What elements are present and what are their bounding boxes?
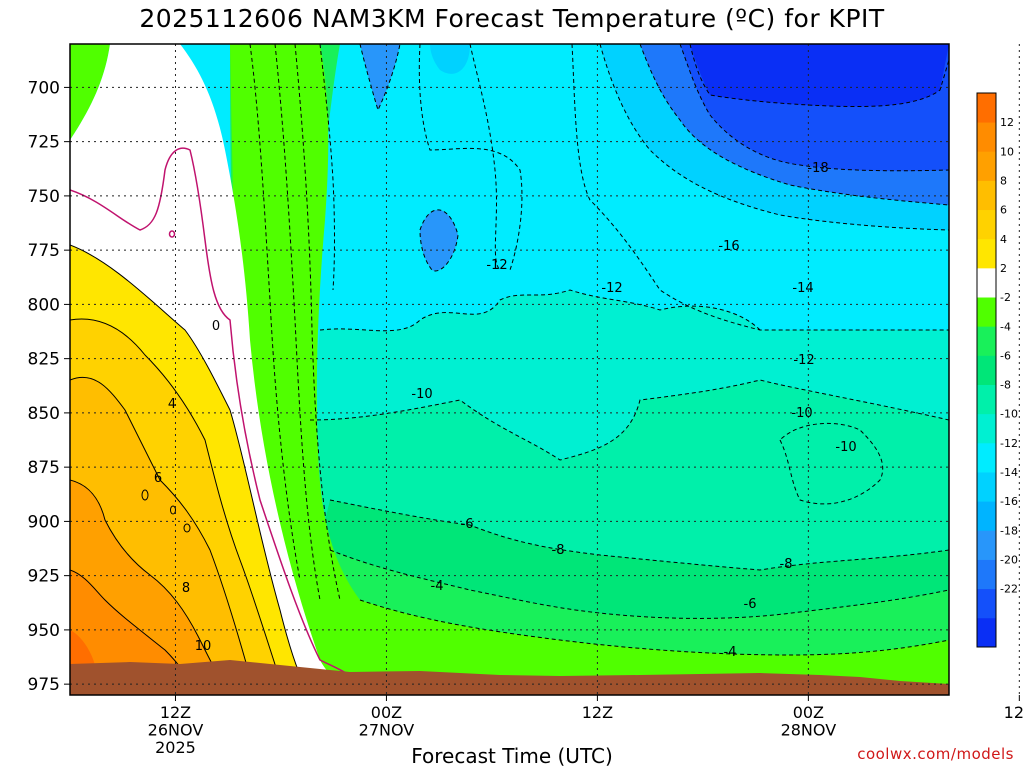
colorbar-swatch [977, 617, 996, 648]
contour-label: 6 [154, 471, 162, 486]
colorbar-swatch [977, 413, 996, 444]
colorbar-frame [976, 92, 997, 648]
x-tick-label: 26NOV [148, 721, 204, 740]
colorbar-swatch [977, 151, 996, 181]
x-axis-label: Forecast Time (UTC) [411, 744, 613, 768]
colorbar-swatch [977, 355, 996, 385]
y-tick-label: 700 [28, 78, 60, 98]
colorbar-label: 6 [1000, 204, 1007, 217]
contour-label: 0 [212, 319, 220, 334]
y-tick-label: 900 [28, 512, 60, 532]
colorbar-swatch [977, 122, 996, 152]
field-band-minus20 [690, 44, 949, 107]
x-tick-label: 28NOV [781, 721, 837, 740]
contour-label: -6 [744, 597, 757, 612]
x-tick-label: 12Z [160, 703, 191, 722]
y-tick-label: 825 [28, 350, 60, 370]
y-tick-label: 950 [28, 621, 60, 641]
x-tick-label: 12Z [1004, 703, 1024, 722]
contour-label: 10 [195, 639, 212, 654]
chart-title: 2025112606 NAM3KM Forecast Temperature (… [139, 4, 885, 33]
x-tick-label: 00Z [793, 703, 824, 722]
x-tick-label: 2025 [155, 738, 196, 757]
contour-label: -14 [792, 281, 813, 296]
colorbar-label: -2 [1000, 291, 1011, 304]
colorbar-swatch [977, 384, 996, 415]
credit-link[interactable]: coolwx.com/models [857, 745, 1014, 763]
colorbar-swatch [977, 530, 996, 560]
contour-lines-warm [70, 244, 311, 695]
contour-label: -12 [601, 281, 622, 296]
contour-labels: -18 -16 -14 -12 -12 -12 -10 -10 -10 -8 -8 -6 -6 -4 -4 0… [154, 161, 857, 660]
y-tick-label: 775 [28, 241, 60, 261]
contour-label: -10 [835, 440, 856, 455]
colorbar: 12 10 8 6 4 2 -2 -4 -6 -8 -10 -12 -14 -16 -18 -20 -22 [976, 92, 1018, 648]
colorbar-swatch [977, 588, 996, 619]
colorbar-swatch [977, 93, 996, 123]
colorbar-swatch [977, 326, 996, 356]
y-tick-label: 975 [28, 675, 60, 695]
colorbar-swatch [977, 442, 996, 473]
x-tick-label: 27NOV [359, 721, 415, 740]
contour-label: 8 [182, 581, 190, 596]
colorbar-swatch [977, 180, 996, 211]
y-tick-label: 850 [28, 404, 60, 424]
contour-label: -12 [793, 353, 814, 368]
colorbar-swatch [977, 267, 996, 298]
contour-label: -4 [431, 579, 444, 594]
colorbar-label: 8 [1000, 174, 1007, 187]
colorbar-swatch [977, 472, 996, 502]
y-tick-label: 925 [28, 567, 60, 587]
field-patch-cold-b [420, 209, 458, 271]
colorbar-label: 2 [1000, 262, 1007, 275]
colorbar-label: -22 [1000, 583, 1018, 596]
colorbar-label: -12 [1000, 437, 1018, 450]
colorbar-label: -6 [1000, 349, 1011, 362]
colorbar-label: -14 [1000, 466, 1018, 479]
colorbar-label: -10 [1000, 408, 1018, 421]
field-patch-cold-a [360, 44, 400, 110]
colorbar-label: -8 [1000, 379, 1011, 392]
colorbar-label: 10 [1000, 145, 1014, 158]
contour-label: -18 [807, 161, 828, 176]
y-tick-label: 725 [28, 133, 60, 153]
colorbar-label: -4 [1000, 320, 1011, 333]
colorbar-swatch [977, 297, 996, 327]
y-tick-label: 875 [28, 458, 60, 478]
plot-frame [69, 43, 950, 696]
grid-lines [70, 44, 1020, 695]
contour-label: -12 [486, 258, 507, 273]
contour-lines-dashed [249, 44, 949, 656]
contour-label: -16 [718, 239, 739, 254]
x-axis: 12Z26NOV202500Z27NOV12Z00Z28NOV12Z [148, 695, 1024, 757]
colorbar-swatch [977, 559, 996, 590]
colorbar-label: 12 [1000, 116, 1014, 129]
colorbar-label: 4 [1000, 233, 1007, 246]
contour-label: -8 [552, 543, 565, 558]
x-tick-label: 00Z [371, 703, 402, 722]
contour-label: -10 [791, 406, 812, 421]
field-patch-cool-top [70, 44, 110, 140]
colorbar-swatch [977, 501, 996, 531]
x-tick-label: 12Z [582, 703, 613, 722]
y-axis: 700 725 750 775 800 825 850 875 900 925 950 975 [28, 78, 70, 695]
field-patch-cold-c [430, 44, 470, 74]
colorbar-swatch [977, 238, 996, 269]
colorbar-label: -20 [1000, 554, 1018, 567]
ground-terrain [70, 660, 949, 695]
contour-label: -6 [461, 517, 474, 532]
y-tick-label: 800 [28, 295, 60, 315]
colorbar-label: -18 [1000, 524, 1018, 537]
contour-label: -10 [411, 387, 432, 402]
colorbar-swatch [977, 209, 996, 240]
contour-label: 4 [168, 397, 176, 412]
temperature-field [70, 44, 949, 695]
colorbar-label: -16 [1000, 495, 1018, 508]
contour-label: -8 [780, 557, 793, 572]
contour-lines-freezing [70, 147, 366, 691]
y-tick-label: 750 [28, 187, 60, 207]
contour-label: -4 [724, 645, 737, 660]
